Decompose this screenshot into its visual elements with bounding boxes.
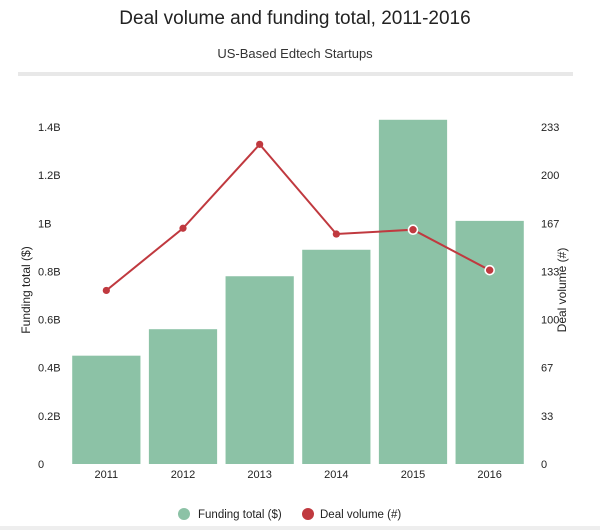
y-tick-label: 1.2B: [38, 170, 61, 182]
legend-label-deals: Deal volume (#): [320, 509, 401, 521]
x-tick-label: 2015: [401, 469, 425, 481]
x-tick-label: 2014: [324, 469, 348, 481]
y-tick-label: 1.4B: [38, 122, 61, 134]
y-tick-label: 0.8B: [38, 266, 61, 278]
x-tick-label: 2011: [95, 469, 119, 481]
y2-tick-label: 200: [541, 170, 559, 182]
bar-2016: [455, 220, 524, 464]
legend-label-funding: Funding total ($): [198, 509, 282, 521]
deal-volume-point-2015: [407, 224, 419, 235]
bar-2012: [148, 329, 218, 464]
legend-marker-deals: [302, 508, 314, 520]
x-tick-label: 2016: [477, 469, 501, 481]
y2-tick-label: 167: [541, 218, 559, 230]
bottom-divider: [0, 526, 600, 530]
deal-volume-point-2012: [179, 224, 187, 232]
y2-axis-ticks: 0 33 67 100 133 167 200 233: [541, 122, 559, 471]
y2-tick-label: 133: [541, 266, 559, 278]
deal-volume-point-2014: [332, 230, 340, 238]
y2-tick-label: 233: [541, 122, 559, 134]
bar-2011: [72, 355, 141, 464]
y2-tick-label: 100: [541, 315, 559, 327]
deal-volume-line-path: [105, 142, 491, 292]
bar-2015: [378, 119, 448, 465]
header-divider: [18, 72, 573, 76]
chart-subtitle: US-Based Edtech Startups: [217, 46, 373, 61]
bar-2013: [225, 276, 294, 464]
bar-2014: [302, 249, 371, 464]
y2-tick-label: 33: [541, 411, 553, 423]
y-axis-label: Funding total ($): [19, 246, 33, 333]
deal-volume-point-2011: [102, 286, 110, 295]
chart-title: Deal volume and funding total, 2011-2016: [119, 8, 470, 29]
y-tick-label: 0.2B: [38, 411, 61, 423]
y-tick-label: 0.6B: [38, 315, 61, 327]
deal-volume-line: [102, 140, 495, 295]
legend-marker-funding: [178, 508, 190, 520]
y-tick-label: 0: [38, 459, 44, 471]
y2-tick-label: 67: [541, 363, 553, 375]
y2-axis-label: Deal volume (#): [555, 248, 569, 333]
x-axis-ticks: 2011 2012 2013 2014 2015 2016: [95, 469, 502, 481]
x-tick-label: 2012: [171, 469, 195, 481]
y-tick-label: 0.4B: [38, 363, 61, 375]
y2-tick-label: 0: [541, 459, 547, 471]
legend: Funding total ($) Deal volume (#): [178, 508, 401, 521]
deal-volume-point-2013: [256, 140, 264, 148]
funding-bars: [72, 119, 524, 465]
deal-volume-point-2016: [484, 264, 495, 276]
y-tick-label: 1B: [38, 218, 51, 230]
y-axis-ticks: 0 0.2B 0.4B 0.6B 0.8B 1B 1.2B 1.4B: [38, 122, 61, 471]
x-tick-label: 2013: [247, 469, 271, 481]
